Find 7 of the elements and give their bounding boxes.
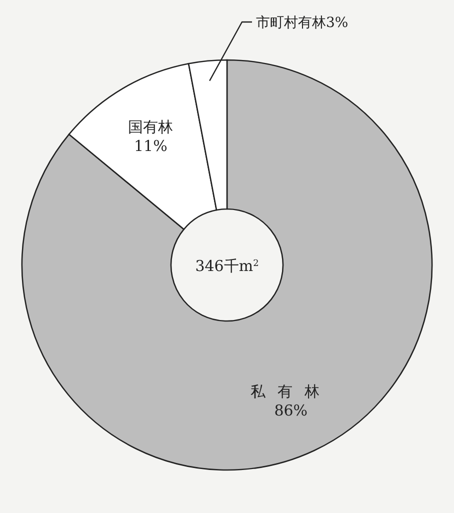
data-label: 11%: [134, 136, 168, 155]
slice-label: 国有林: [128, 118, 174, 136]
text: 346千m$^{2}$: [195, 257, 259, 275]
slice-label: 私有林: [250, 382, 332, 401]
data-label: 86%: [274, 402, 308, 420]
donut-slice: [22, 59, 433, 470]
slice-label: 市町村有林3%: [256, 15, 348, 31]
